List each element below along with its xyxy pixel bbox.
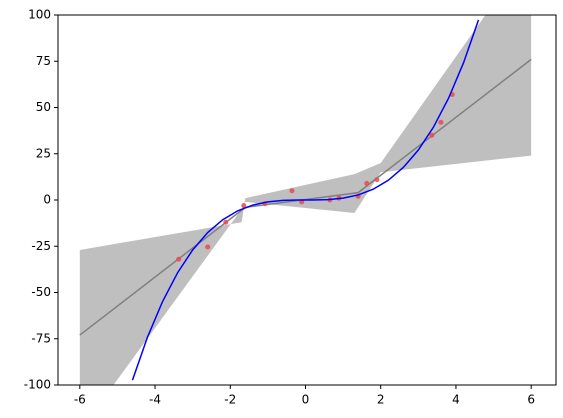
scatter-point [289, 188, 295, 194]
scatter-point [241, 203, 247, 209]
x-tick-label: 6 [527, 393, 535, 407]
y-tick-label: -50 [31, 285, 51, 299]
x-tick-label: 2 [377, 393, 385, 407]
scatter-point [429, 132, 435, 138]
line [131, 19, 480, 381]
y-tick-label: -25 [31, 239, 51, 253]
scatter-point [438, 119, 444, 125]
y-tick-label: 50 [36, 100, 51, 114]
y-tick-label: -100 [24, 378, 51, 392]
scatter-point [176, 256, 182, 262]
scatter-point [374, 177, 380, 183]
x-tick-label: -4 [149, 393, 161, 407]
x-tick-label: -2 [224, 393, 236, 407]
x-tick-label: -6 [74, 393, 86, 407]
y-tick-label: 100 [28, 8, 51, 22]
plot-area [79, 15, 532, 385]
scatter-point [223, 219, 229, 225]
y-tick-label: 25 [36, 146, 51, 160]
scatter-point [364, 180, 370, 186]
y-tick-label: -75 [31, 331, 51, 345]
x-tick-label: 0 [302, 393, 310, 407]
scatter-point [205, 244, 211, 250]
y-tick-label: 0 [43, 193, 51, 207]
y-tick-label: 75 [36, 54, 51, 68]
x-tick-label: 4 [452, 393, 460, 407]
